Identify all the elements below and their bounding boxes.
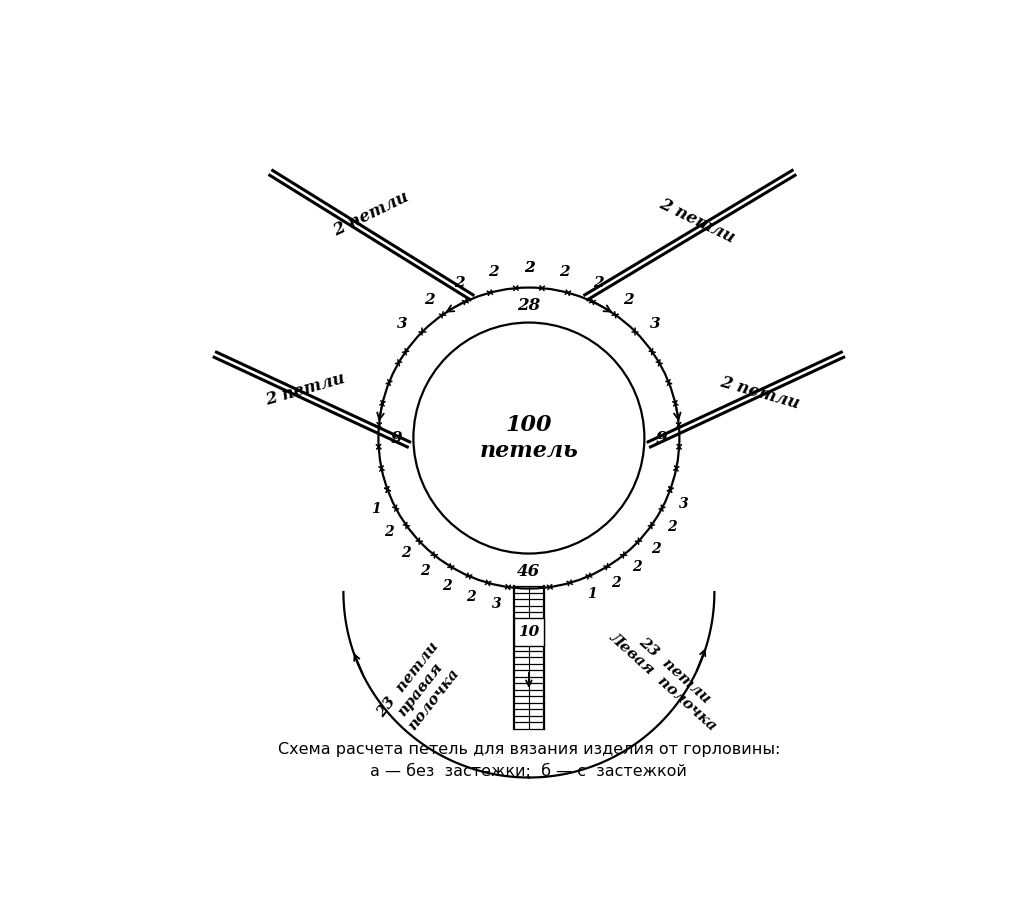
Text: 1: 1 <box>372 503 381 516</box>
Text: Схема расчета петель для вязания изделия от горловины:: Схема расчета петель для вязания изделия… <box>278 742 780 757</box>
Text: 23  петли
Левая  полочка: 23 петли Левая полочка <box>607 618 731 734</box>
Bar <box>514 618 544 646</box>
Text: 23  петли
правая
полочка: 23 петли правая полочка <box>375 640 466 740</box>
Text: а — без  застежки;  б — с  застежкой: а — без застежки; б — с застежкой <box>370 764 687 779</box>
Text: 100: 100 <box>506 415 552 436</box>
Text: 2: 2 <box>420 564 430 578</box>
Text: 2: 2 <box>384 525 394 539</box>
Text: 28: 28 <box>517 296 541 314</box>
Text: 9: 9 <box>390 430 401 446</box>
Text: 2: 2 <box>400 546 411 560</box>
Text: 2: 2 <box>633 560 642 574</box>
Text: 2: 2 <box>623 294 635 307</box>
Text: 3: 3 <box>397 317 408 331</box>
Text: 2: 2 <box>559 265 570 279</box>
Text: 2: 2 <box>592 275 604 290</box>
Text: 2: 2 <box>523 261 535 275</box>
Text: 2 петли: 2 петли <box>331 188 412 240</box>
Text: 2 петли: 2 петли <box>718 373 802 412</box>
Text: 46: 46 <box>517 563 541 580</box>
Text: 9: 9 <box>656 430 668 446</box>
Text: 2: 2 <box>611 575 620 590</box>
Text: 2: 2 <box>443 579 452 593</box>
Text: 2: 2 <box>667 521 677 534</box>
Text: 10: 10 <box>518 624 540 639</box>
Text: 2: 2 <box>466 590 476 604</box>
Text: 2: 2 <box>423 294 434 307</box>
Text: 2: 2 <box>454 275 465 290</box>
Text: 3: 3 <box>492 596 502 611</box>
Text: 2 петли: 2 петли <box>263 370 347 408</box>
Text: 1: 1 <box>587 587 596 602</box>
Text: петель: петель <box>480 440 578 462</box>
Text: 3: 3 <box>650 317 660 331</box>
Text: 3: 3 <box>679 497 689 511</box>
Text: 2: 2 <box>523 261 535 275</box>
Text: 2 петли: 2 петли <box>656 195 738 246</box>
Text: 2: 2 <box>651 542 662 555</box>
Text: 2: 2 <box>488 265 498 279</box>
